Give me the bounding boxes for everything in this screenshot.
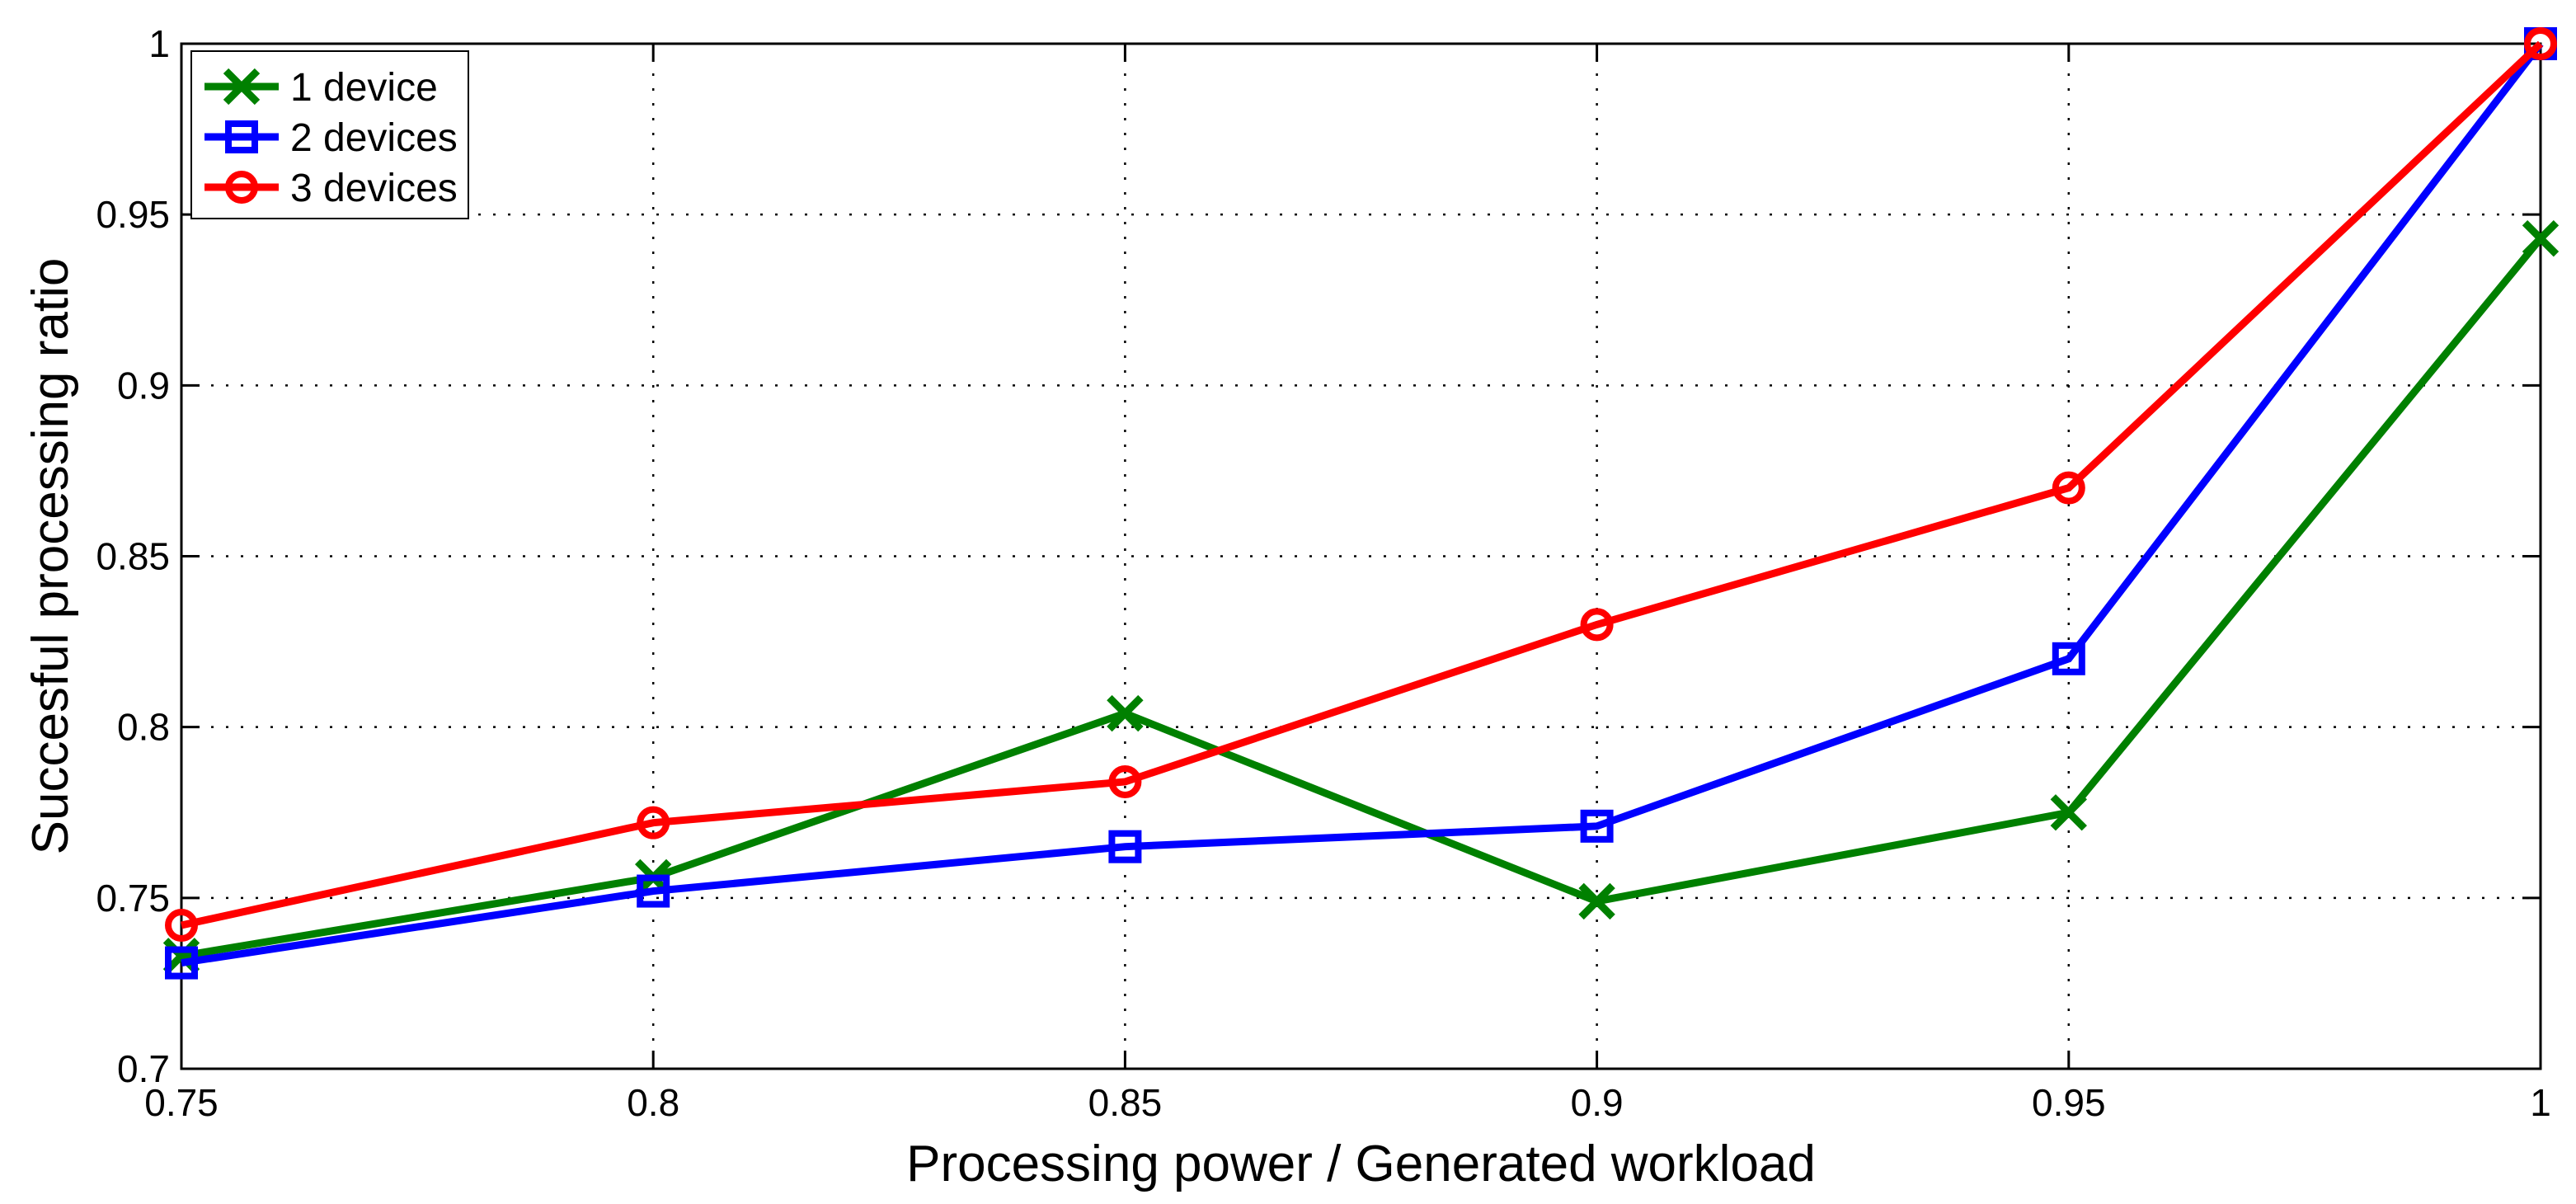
legend: 1 device 2 devices 3 devices bbox=[190, 50, 469, 219]
series-line-2-devices bbox=[181, 41, 2544, 967]
x-axis-label: Processing power / Generated workload bbox=[906, 1136, 1816, 1192]
marker-2-devices bbox=[165, 946, 198, 980]
marker-1-device bbox=[2522, 219, 2560, 257]
series-3-devices bbox=[165, 27, 2557, 942]
y-tick-label: 0.85 bbox=[96, 535, 170, 578]
legend-marker-x bbox=[223, 68, 261, 106]
legend-marker-circle bbox=[225, 171, 258, 204]
axis-box bbox=[180, 42, 2542, 1070]
marker-3-devices bbox=[2052, 471, 2085, 505]
x-tick-label: 0.85 bbox=[1088, 1081, 1163, 1124]
legend-item-3-devices: 3 devices bbox=[204, 167, 458, 210]
x-tick-label: 0.75 bbox=[144, 1081, 219, 1124]
marker-1-device bbox=[1578, 882, 1615, 920]
marker-1-device bbox=[2050, 794, 2087, 831]
y-tick-label: 0.95 bbox=[96, 193, 170, 236]
legend-label: 3 devices bbox=[290, 167, 458, 210]
x-tick-label: 0.9 bbox=[1571, 1081, 1624, 1124]
x-tick-label: 0.95 bbox=[2032, 1081, 2106, 1124]
y-tick-label: 0.7 bbox=[117, 1047, 170, 1090]
marker-2-devices bbox=[2052, 642, 2085, 675]
legend-marker-square bbox=[225, 120, 258, 153]
legend-label: 2 devices bbox=[290, 116, 458, 160]
series-2-devices bbox=[165, 27, 2557, 980]
y-axis-label: Succesful processing ratio bbox=[22, 258, 79, 855]
marker-2-devices bbox=[1108, 830, 1142, 863]
marker-3-devices bbox=[637, 806, 670, 840]
marker-3-devices bbox=[165, 908, 198, 942]
marker-3-devices bbox=[1580, 608, 1614, 642]
x-tick-label: 0.8 bbox=[627, 1081, 679, 1124]
marker-2-devices bbox=[637, 874, 670, 908]
legend-item-2-devices: 2 devices bbox=[204, 116, 458, 160]
marker-2-devices bbox=[1580, 809, 1614, 843]
marker-3-devices bbox=[2524, 27, 2557, 60]
y-tick-label: 0.8 bbox=[117, 706, 170, 749]
y-tick-label: 0.75 bbox=[96, 877, 170, 919]
series-1-device bbox=[162, 219, 2560, 975]
series-line-3-devices bbox=[181, 40, 2544, 929]
legend-item-1-device: 1 device bbox=[204, 66, 438, 110]
marker-3-devices bbox=[1108, 764, 1142, 798]
y-tick-label: 0.9 bbox=[117, 364, 170, 407]
y-tick-label: 1 bbox=[148, 22, 170, 65]
marker-1-device bbox=[1107, 694, 1144, 732]
x-tick-label: 1 bbox=[2530, 1081, 2551, 1124]
legend-label: 1 device bbox=[290, 66, 438, 110]
series-line-1-device bbox=[181, 236, 2544, 960]
